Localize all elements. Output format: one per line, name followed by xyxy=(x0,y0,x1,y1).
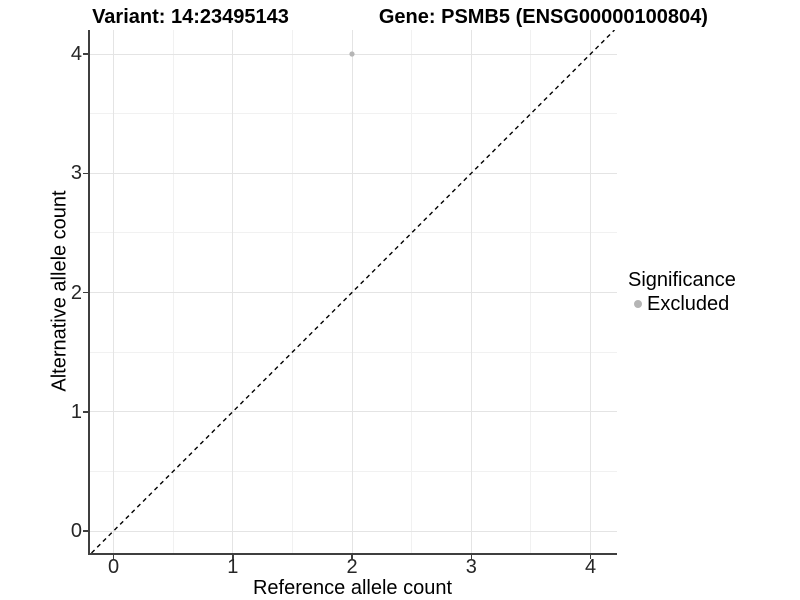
y-gridline-minor xyxy=(88,113,617,115)
legend-point-icon xyxy=(634,300,642,308)
x-gridline-major xyxy=(470,30,472,553)
x-tick xyxy=(112,555,115,559)
x-tick xyxy=(351,555,353,559)
y-gridline-minor xyxy=(88,351,617,353)
x-gridline-minor xyxy=(530,30,532,553)
x-tick-label: 2 xyxy=(346,556,358,578)
y-tick xyxy=(83,530,88,532)
y-gridline-major xyxy=(88,411,617,413)
legend-item-label: Excluded xyxy=(647,293,730,315)
x-gridline-major xyxy=(590,30,591,553)
y-gridline-major xyxy=(88,530,617,532)
y-tick xyxy=(83,53,88,55)
y-tick-label: 1 xyxy=(70,400,82,423)
plot-layer xyxy=(91,30,615,553)
x-tick xyxy=(589,555,592,559)
y-gridline-major xyxy=(88,172,617,174)
y-gridline-minor xyxy=(88,470,617,472)
x-tick xyxy=(470,555,472,559)
plot-title: Variant: 14:23495143 Gene: PSMB5 (ENSG00… xyxy=(0,5,800,29)
legend-item-excluded: Excluded xyxy=(628,292,736,316)
y-tick xyxy=(83,291,88,294)
x-gridline-major xyxy=(232,30,234,553)
x-tick xyxy=(232,555,234,559)
y-tick-label: 2 xyxy=(70,281,82,304)
legend-title: Significance xyxy=(628,269,736,291)
x-tick-label: 0 xyxy=(107,556,120,578)
data-point xyxy=(349,51,355,57)
y-tick-label: 4 xyxy=(70,43,82,65)
x-gridline-major xyxy=(351,30,353,553)
x-axis-title: Reference allele count xyxy=(252,577,452,599)
x-tick-label: 1 xyxy=(227,556,239,578)
identity-reference-line xyxy=(91,30,615,553)
x-gridline-major xyxy=(113,30,114,553)
y-axis-line xyxy=(88,30,90,555)
plot-title-variant: Variant: 14:23495143 xyxy=(92,6,289,28)
x-tick-label: 4 xyxy=(584,556,597,578)
y-gridline-minor xyxy=(88,232,617,234)
y-tick xyxy=(83,172,88,174)
x-gridline-minor xyxy=(411,30,413,553)
x-gridline-minor xyxy=(291,30,293,553)
y-tick xyxy=(83,411,88,413)
y-tick-label: 3 xyxy=(70,162,82,185)
x-axis-line xyxy=(88,553,617,555)
x-tick-label: 3 xyxy=(465,556,477,578)
y-tick-label: 0 xyxy=(70,520,82,542)
legend: Significance Excluded xyxy=(628,268,736,316)
x-gridline-minor xyxy=(172,30,174,553)
plot-panel xyxy=(88,30,617,553)
plot-title-gene: Gene: PSMB5 (ENSG00000100804) xyxy=(378,6,708,28)
